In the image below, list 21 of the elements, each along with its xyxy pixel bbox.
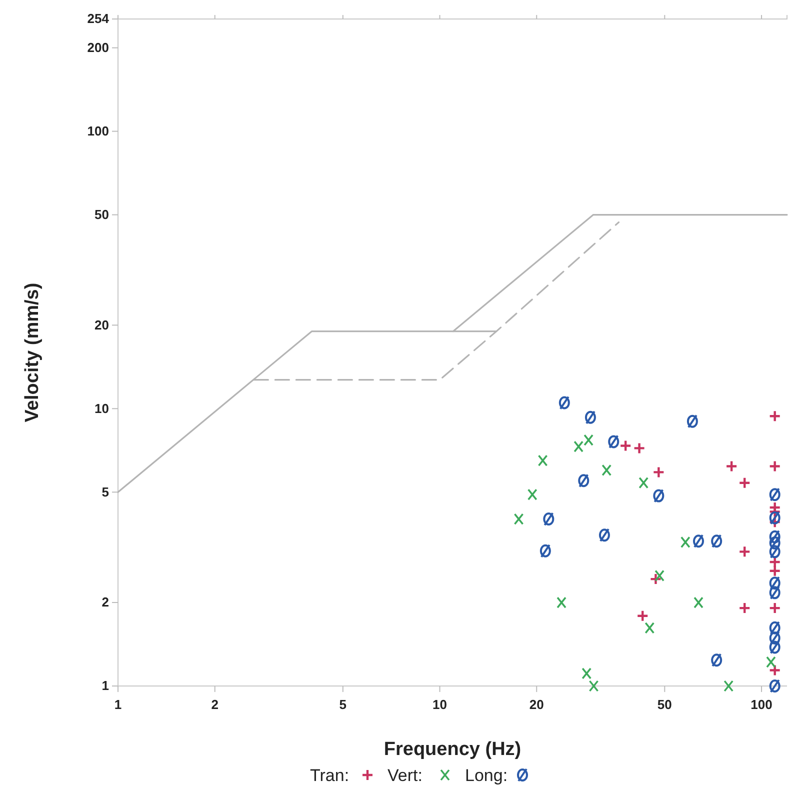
y-tick-label: 100 bbox=[87, 123, 109, 138]
legend-label: Vert: bbox=[388, 766, 422, 785]
y-tick-label: 10 bbox=[94, 400, 109, 416]
y-tick-label: 5 bbox=[102, 484, 109, 500]
y-tick-label: 254 bbox=[87, 11, 110, 26]
y-axis-title: Velocity (mm/s) bbox=[22, 282, 43, 422]
x-tick-label: 20 bbox=[529, 697, 544, 712]
y-tick-label: 50 bbox=[94, 206, 109, 222]
legend-label: Tran: bbox=[310, 766, 350, 785]
legend-label: Long: bbox=[465, 766, 508, 785]
x-tick-label: 5 bbox=[339, 697, 347, 712]
x-tick-label: 2 bbox=[211, 697, 218, 712]
x-tick-label: 1 bbox=[114, 697, 122, 712]
y-tick-label: 2 bbox=[102, 594, 109, 610]
x-tick-label: 50 bbox=[657, 697, 672, 712]
x-tick-label: 100 bbox=[750, 697, 772, 712]
x-axis-title: Frequency (Hz) bbox=[384, 739, 522, 760]
y-tick-label: 1 bbox=[102, 678, 109, 694]
x-tick-label: 10 bbox=[432, 697, 447, 712]
y-tick-label: 200 bbox=[87, 40, 109, 55]
y-tick-label: 20 bbox=[94, 317, 109, 332]
